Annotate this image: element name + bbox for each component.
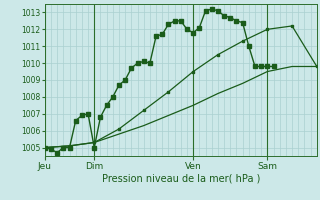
X-axis label: Pression niveau de la mer( hPa ): Pression niveau de la mer( hPa ) (102, 173, 260, 183)
